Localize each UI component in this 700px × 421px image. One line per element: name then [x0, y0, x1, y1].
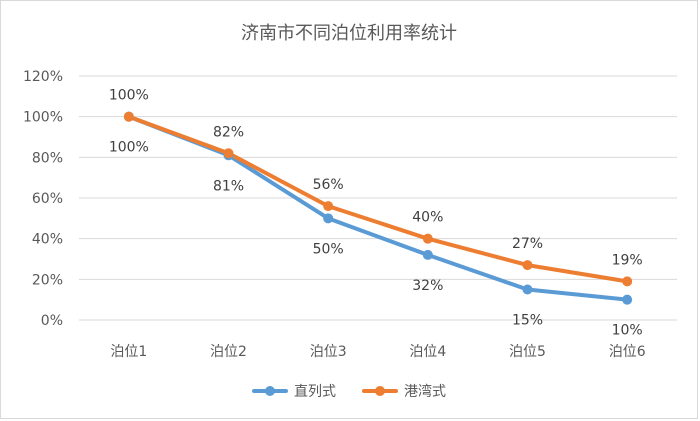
legend-item-series-1: 直列式 [252, 381, 336, 401]
y-tick-label: 120% [23, 69, 63, 85]
y-tick-label: 0% [41, 313, 63, 329]
x-tick-label: 泊位5 [509, 344, 546, 360]
data-point-series-2 [422, 233, 433, 244]
legend-label-series-2: 港湾式 [404, 384, 446, 400]
y-tick-label: 60% [32, 191, 63, 207]
data-point-series-1 [422, 249, 433, 260]
data-point-series-2 [223, 148, 234, 159]
x-tick-label: 泊位4 [409, 344, 446, 360]
data-label-series-1: 15% [512, 313, 543, 329]
data-label-series-2: 56% [313, 177, 344, 193]
data-label-series-1: 81% [213, 178, 244, 194]
data-point-series-2 [123, 111, 134, 122]
data-point-series-2 [522, 260, 533, 271]
data-label-series-1: 32% [412, 278, 443, 294]
data-label-series-2: 19% [612, 252, 643, 268]
x-tick-label: 泊位3 [310, 344, 347, 360]
data-point-series-1 [522, 284, 533, 295]
legend-label-series-1: 直列式 [294, 384, 336, 400]
chart-title: 济南市不同泊位利用率统计 [241, 23, 457, 44]
legend: 直列式 港湾式 [1, 381, 697, 401]
legend-swatch-series-2 [362, 386, 398, 396]
data-point-series-1 [622, 294, 633, 305]
series-line-2 [126, 114, 630, 284]
data-label-series-1: 50% [313, 241, 344, 257]
legend-item-series-2: 港湾式 [362, 381, 446, 401]
x-tick-label: 泊位2 [210, 344, 247, 360]
y-tick-label: 40% [32, 232, 63, 248]
legend-swatch-series-1 [252, 386, 288, 396]
data-label-series-2: 100% [109, 88, 149, 104]
data-label-series-1: 100% [109, 140, 149, 156]
data-label-series-2: 82% [213, 124, 244, 140]
x-tick-label: 泊位1 [110, 344, 147, 360]
data-point-series-2 [323, 201, 334, 212]
y-tick-label: 80% [32, 150, 63, 166]
data-label-series-1: 10% [612, 323, 643, 339]
data-point-series-2 [622, 276, 633, 287]
data-label-series-2: 40% [412, 210, 443, 226]
x-tick-label: 泊位6 [609, 344, 646, 360]
y-tick-label: 20% [32, 272, 63, 288]
data-label-series-2: 27% [512, 236, 543, 252]
data-point-series-1 [323, 213, 334, 224]
y-tick-label: 100% [23, 110, 63, 126]
